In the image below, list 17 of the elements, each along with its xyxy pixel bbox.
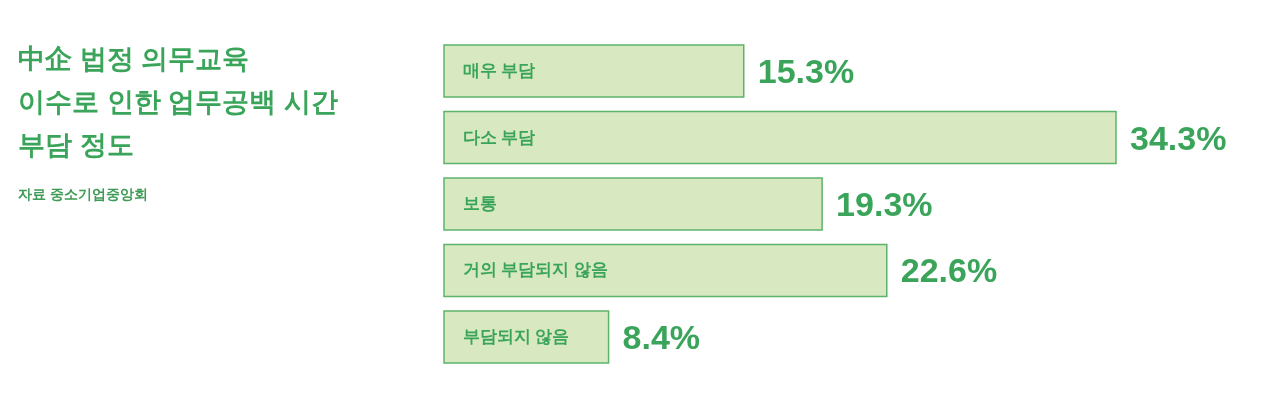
bar [443,44,745,98]
y-tick-label: 부담되지 않음 [462,327,570,346]
bar [443,110,1117,165]
bar [443,243,888,298]
data-label: 15.3% [757,52,855,90]
y-tick-label: 다소 부담 [462,127,536,147]
y-tick-label: 보통 [462,194,497,213]
data-label: 34.3% [1130,118,1227,157]
text: 자료 중소기업중앙회 [18,186,148,202]
data-label: 22.6% [900,251,998,290]
y-tick-label: 거의 부담되지 않음 [462,260,608,280]
data-label: 19.3% [836,185,933,223]
text: 中企 법정 의무교육 이수로 인한 업무공백 시간 부담 정도 [18,44,338,160]
bar [443,177,823,231]
bar [443,310,610,364]
y-tick-label: 매우 부담 [462,61,536,80]
data-label: 8.4% [622,318,701,356]
